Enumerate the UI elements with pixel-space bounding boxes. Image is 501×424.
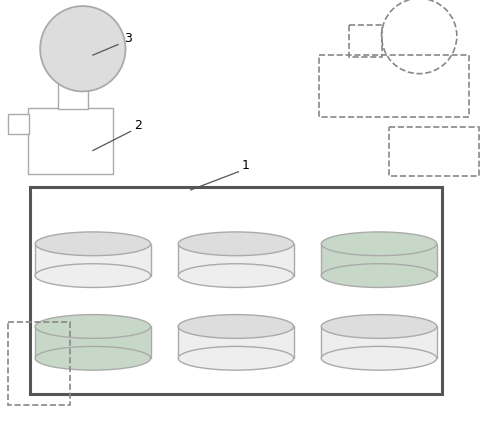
Ellipse shape (321, 346, 436, 370)
Ellipse shape (178, 232, 293, 256)
Ellipse shape (35, 232, 150, 256)
Bar (28, 108, 113, 174)
Text: 2: 2 (134, 119, 142, 131)
Bar (35, 244, 150, 276)
Ellipse shape (321, 315, 436, 338)
Ellipse shape (40, 6, 125, 92)
Ellipse shape (178, 315, 293, 338)
Bar (35, 326, 150, 358)
Bar (348, 25, 381, 57)
Ellipse shape (178, 346, 293, 370)
Ellipse shape (321, 232, 436, 256)
Bar (321, 326, 436, 358)
Ellipse shape (35, 315, 150, 338)
Bar (8, 114, 29, 134)
Bar (8, 322, 70, 405)
Bar (318, 55, 468, 117)
Ellipse shape (321, 264, 436, 287)
Text: 1: 1 (241, 159, 249, 172)
Bar (178, 326, 293, 358)
Bar (58, 78, 88, 109)
Bar (388, 127, 478, 176)
Bar (321, 244, 436, 276)
Ellipse shape (35, 346, 150, 370)
Text: 3: 3 (124, 32, 132, 45)
Bar (30, 187, 441, 394)
Bar (178, 244, 293, 276)
Ellipse shape (35, 264, 150, 287)
Ellipse shape (178, 264, 293, 287)
